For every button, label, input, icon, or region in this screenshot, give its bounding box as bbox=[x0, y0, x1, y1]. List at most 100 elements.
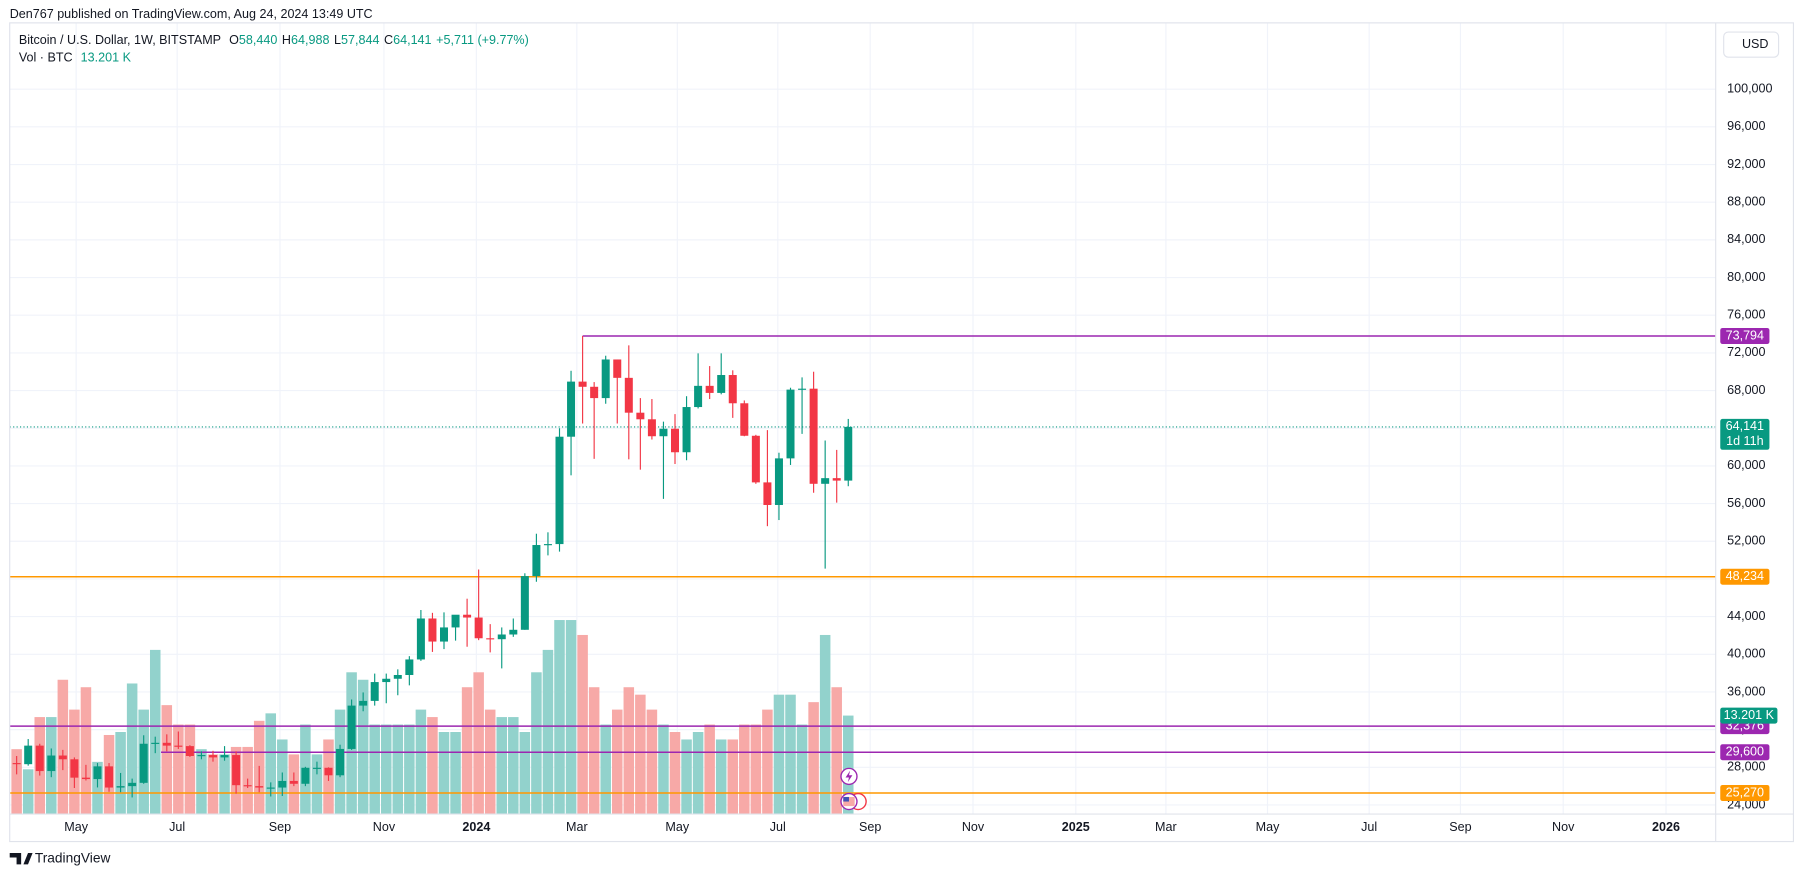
ohlc-key: C bbox=[384, 33, 393, 47]
volume-bar bbox=[392, 724, 404, 815]
candle-body bbox=[428, 618, 437, 642]
price-line-label: 29,600 bbox=[1726, 745, 1764, 759]
y-tick-label: 100,000 bbox=[1727, 82, 1772, 96]
volume-bar bbox=[92, 761, 103, 815]
x-tick-label: 2024 bbox=[462, 820, 490, 834]
ohlc-value: 57,844 bbox=[341, 33, 379, 47]
candle-body bbox=[763, 482, 772, 505]
candle-body bbox=[208, 755, 217, 758]
candle-body bbox=[312, 767, 321, 769]
candle-body bbox=[93, 766, 102, 780]
volume-bar bbox=[669, 732, 681, 815]
candle-body bbox=[12, 763, 21, 765]
candle-body bbox=[47, 755, 56, 772]
volume-bar bbox=[508, 717, 519, 815]
candle-body bbox=[243, 785, 252, 787]
frame bbox=[9, 22, 1794, 843]
candle-body bbox=[324, 767, 333, 776]
brand: TradingView bbox=[35, 850, 111, 865]
x-tick-label: 2026 bbox=[1652, 820, 1680, 834]
volume-bar bbox=[554, 620, 565, 815]
currency-button[interactable] bbox=[1723, 31, 1780, 58]
volume-legend: Vol · BTC 13.201 K bbox=[19, 51, 132, 65]
volume-bar bbox=[207, 754, 219, 815]
candle-body bbox=[405, 659, 414, 675]
countdown: 1d 11h bbox=[1726, 434, 1764, 448]
candle-body bbox=[416, 618, 425, 660]
symbol-legend: Bitcoin / U.S. Dollar, 1W, BITSTAMP O58,… bbox=[19, 33, 529, 47]
y-tick-label: 40,000 bbox=[1727, 647, 1765, 661]
volume-bar bbox=[427, 717, 438, 815]
y-tick-label: 52,000 bbox=[1727, 534, 1765, 548]
candle-body bbox=[705, 385, 714, 393]
candles bbox=[12, 335, 853, 798]
candle-body bbox=[220, 755, 229, 758]
x-tick-label: Mar bbox=[1155, 820, 1177, 834]
ohlc-value: 64,141 bbox=[393, 33, 431, 47]
candle-body bbox=[728, 375, 737, 404]
currency[interactable]: USD bbox=[1742, 37, 1769, 51]
volume-bar bbox=[715, 739, 727, 815]
event-icons bbox=[840, 767, 867, 811]
volume-bar bbox=[819, 634, 831, 815]
price-line-label: 25,270 bbox=[1726, 785, 1764, 799]
volume-bar bbox=[11, 749, 22, 815]
candle-body bbox=[520, 576, 529, 630]
candle-body bbox=[289, 780, 298, 784]
y-tick-label: 36,000 bbox=[1727, 684, 1765, 698]
volume-bar bbox=[531, 672, 542, 815]
grid bbox=[9, 22, 1716, 815]
candle-body bbox=[301, 767, 310, 784]
volume-bar bbox=[369, 724, 380, 815]
axes: 24,00028,00032,00036,00040,00044,00048,0… bbox=[64, 82, 1778, 834]
candle-body bbox=[232, 755, 241, 786]
volume-bar bbox=[184, 724, 196, 815]
volume-bar bbox=[542, 649, 554, 815]
ohlc-key: H bbox=[282, 33, 291, 47]
volume-bar bbox=[57, 679, 69, 815]
symbol: Bitcoin / U.S. Dollar, 1W, BITSTAMP bbox=[19, 33, 221, 47]
candle-body bbox=[35, 745, 44, 772]
published-note: Den767 published on TradingView.com, Aug… bbox=[10, 7, 373, 21]
candle-body bbox=[197, 755, 206, 757]
price-lines bbox=[9, 335, 1716, 794]
x-tick-label: Sep bbox=[859, 820, 881, 834]
volume-bar bbox=[577, 634, 588, 815]
volume-bar bbox=[808, 702, 819, 815]
candle-body bbox=[370, 682, 379, 701]
volume-bar bbox=[843, 715, 854, 815]
volume-bar bbox=[588, 687, 600, 815]
volume-value: 13.201 K bbox=[81, 51, 132, 65]
volume-bar bbox=[219, 754, 230, 815]
candle-body bbox=[567, 381, 576, 437]
volume-bar bbox=[196, 749, 207, 815]
volume-bar bbox=[404, 724, 415, 815]
candle-body bbox=[590, 386, 599, 399]
x-tick-label: Jul bbox=[169, 820, 185, 834]
price-line-label: 48,234 bbox=[1726, 569, 1764, 583]
volume-bar bbox=[126, 683, 138, 815]
last-volume-tag bbox=[1720, 707, 1778, 724]
volume-bar bbox=[831, 687, 842, 815]
x-tick-label: Sep bbox=[1449, 820, 1471, 834]
candle-body bbox=[671, 428, 680, 453]
candle-body bbox=[162, 742, 171, 746]
volume-key: Vol · BTC bbox=[19, 51, 73, 65]
volume-bar bbox=[739, 724, 750, 815]
candle-body bbox=[786, 389, 795, 459]
candle-body bbox=[717, 375, 726, 393]
price-line-tag bbox=[1720, 785, 1770, 802]
candle-body bbox=[347, 705, 356, 749]
change: +5,711 (+9.77%) bbox=[436, 33, 529, 47]
x-tick-label: Sep bbox=[269, 820, 291, 834]
ohlc-key: O bbox=[229, 33, 239, 47]
volume-bar bbox=[149, 649, 161, 815]
x-tick-label: Nov bbox=[373, 820, 396, 834]
volume-bar bbox=[380, 724, 392, 815]
candle-body bbox=[624, 377, 633, 413]
volume-bar bbox=[785, 694, 796, 815]
volume-bar bbox=[519, 732, 531, 815]
candle-body bbox=[439, 627, 449, 642]
